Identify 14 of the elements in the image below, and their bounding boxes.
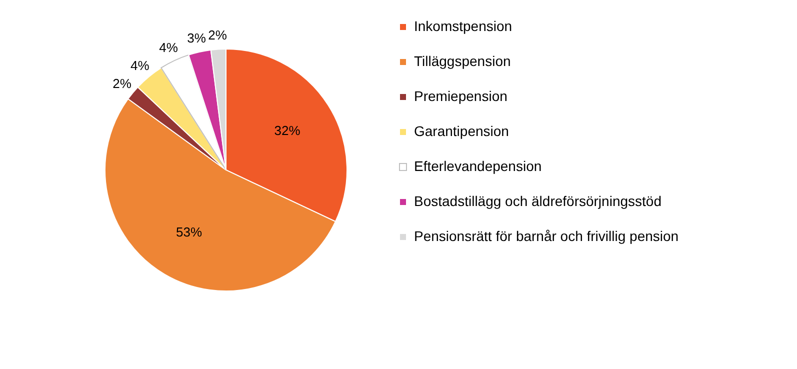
legend-label: Premiepension xyxy=(414,88,508,104)
legend-label: Pensionsrätt för barnår och frivillig pension xyxy=(414,228,679,244)
data-label: 3% xyxy=(187,30,206,46)
legend-label: Garantipension xyxy=(414,123,509,139)
data-label: 4% xyxy=(159,40,178,55)
legend-label: Efterlevandepension xyxy=(414,158,542,174)
data-label: 32% xyxy=(274,123,301,138)
legend-label: Bostadstillägg och äldreförsörjningsstöd xyxy=(414,193,662,209)
data-label: 4% xyxy=(130,58,150,73)
data-label: 2% xyxy=(208,27,228,42)
legend-label: Inkomstpension xyxy=(414,18,512,34)
legend-label: Tilläggspension xyxy=(414,53,511,69)
data-label: 53% xyxy=(176,224,202,240)
data-label: 2% xyxy=(112,76,132,91)
